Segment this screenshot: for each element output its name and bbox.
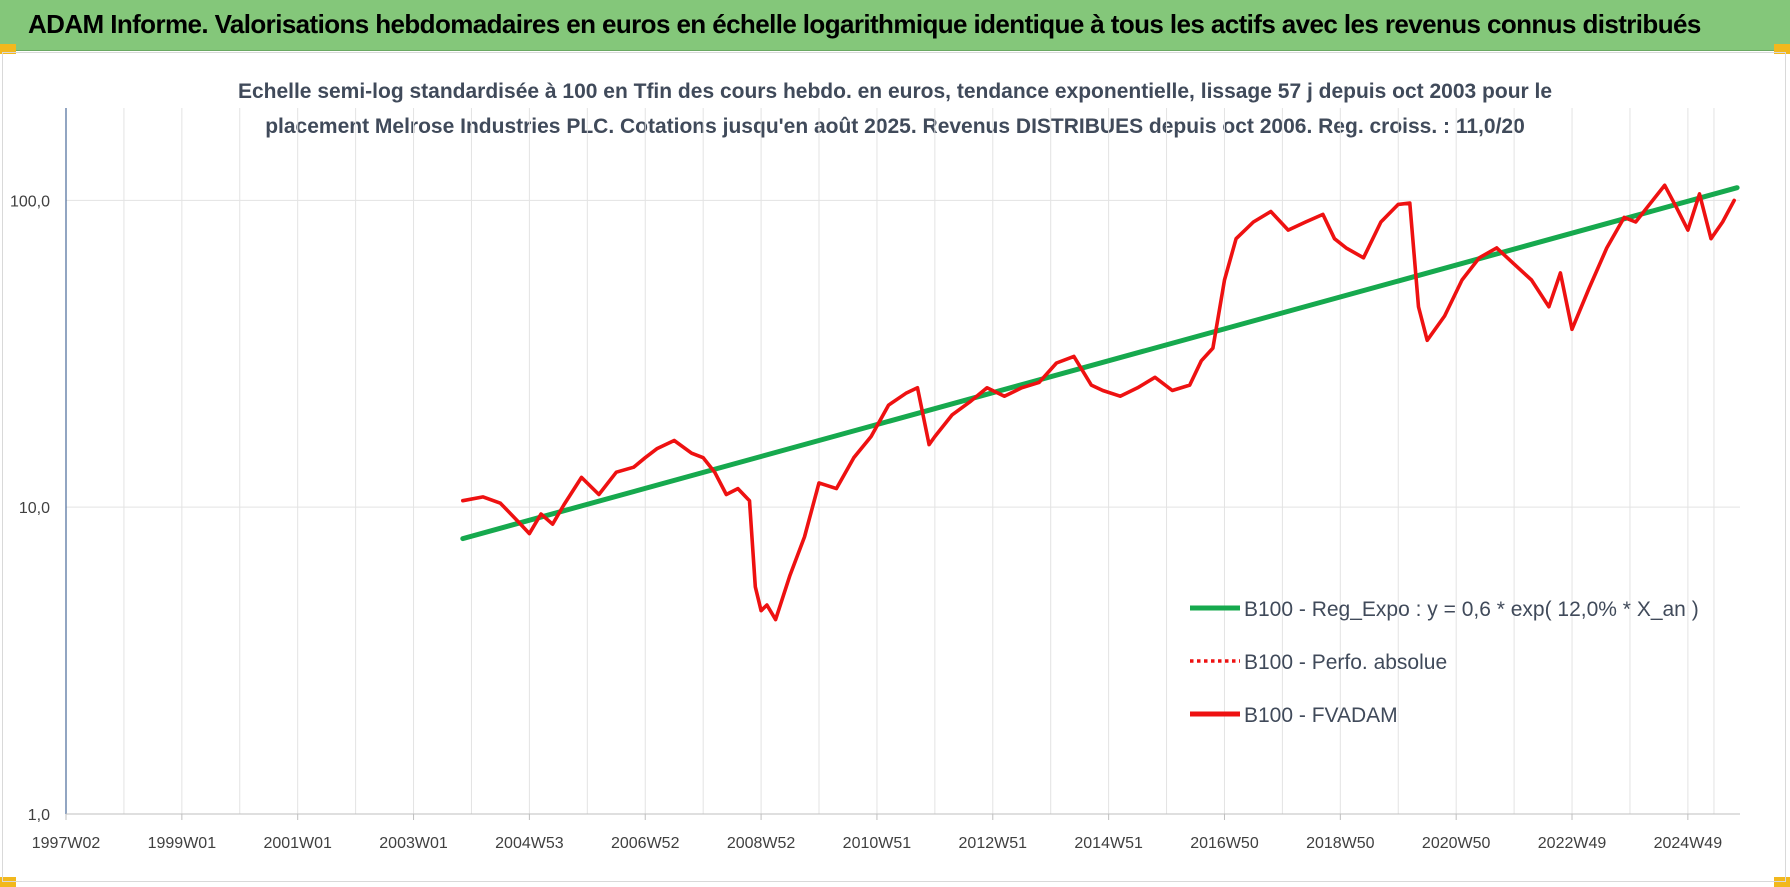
- legend-label-perfo: B100 - Perfo. absolue: [1244, 651, 1447, 674]
- x-tick-label: 2003W01: [379, 835, 448, 852]
- series-line-trend: [460, 185, 1740, 542]
- page-title: ADAM Informe. Valorisations hebdomadaire…: [28, 9, 1701, 39]
- y-tick-label: 100,0: [10, 193, 50, 210]
- corner-marker-top-right: [1774, 44, 1790, 54]
- x-tick-label: 2014W51: [1074, 835, 1143, 852]
- y-tick-label: 10,0: [19, 500, 50, 517]
- x-tick-label: 2004W53: [495, 835, 564, 852]
- x-tick-label: 2001W01: [263, 835, 332, 852]
- x-tick-label: 2010W51: [843, 835, 912, 852]
- y-tick-label: 1,0: [28, 807, 50, 824]
- corner-marker-bottom-left: [0, 877, 16, 887]
- chart-subtitle-line-1: Echelle semi-log standardisée à 100 en T…: [238, 80, 1552, 103]
- x-tick-label: 2020W50: [1422, 835, 1491, 852]
- chart-area-border: [2, 52, 1786, 882]
- series-line-fvadam: [461, 183, 1736, 622]
- x-tick-label: 2022W49: [1538, 835, 1607, 852]
- legend-label-trend: B100 - Reg_Expo : y = 0,6 * exp( 12,0% *…: [1244, 598, 1699, 621]
- x-tick-label: 2012W51: [959, 835, 1028, 852]
- x-tick-label: 2018W50: [1306, 835, 1375, 852]
- title-banner: ADAM Informe. Valorisations hebdomadaire…: [0, 0, 1790, 51]
- x-tick-label: 2008W52: [727, 835, 796, 852]
- grid: [66, 108, 1740, 815]
- legend: B100 - Reg_Expo : y = 0,6 * exp( 12,0% *…: [1190, 598, 1699, 727]
- x-tick-label: 2024W49: [1654, 835, 1723, 852]
- chart-subtitle-line-2: placement Melrose Industries PLC. Cotati…: [265, 115, 1525, 138]
- x-tick-label: 2016W50: [1190, 835, 1259, 852]
- corner-marker-bottom-right: [1774, 877, 1790, 887]
- x-tick-label: 1997W02: [32, 835, 101, 852]
- corner-marker-top-left: [0, 44, 16, 54]
- axes: 1997W02 1999W01 2001W01 2003W01 2004W53 2006W…: [10, 108, 1740, 852]
- x-tick-label: 1999W01: [148, 835, 217, 852]
- x-tick-label: 2006W52: [611, 835, 680, 852]
- legend-label-fvadam: B100 - FVADAM: [1244, 704, 1398, 727]
- series: [460, 183, 1740, 622]
